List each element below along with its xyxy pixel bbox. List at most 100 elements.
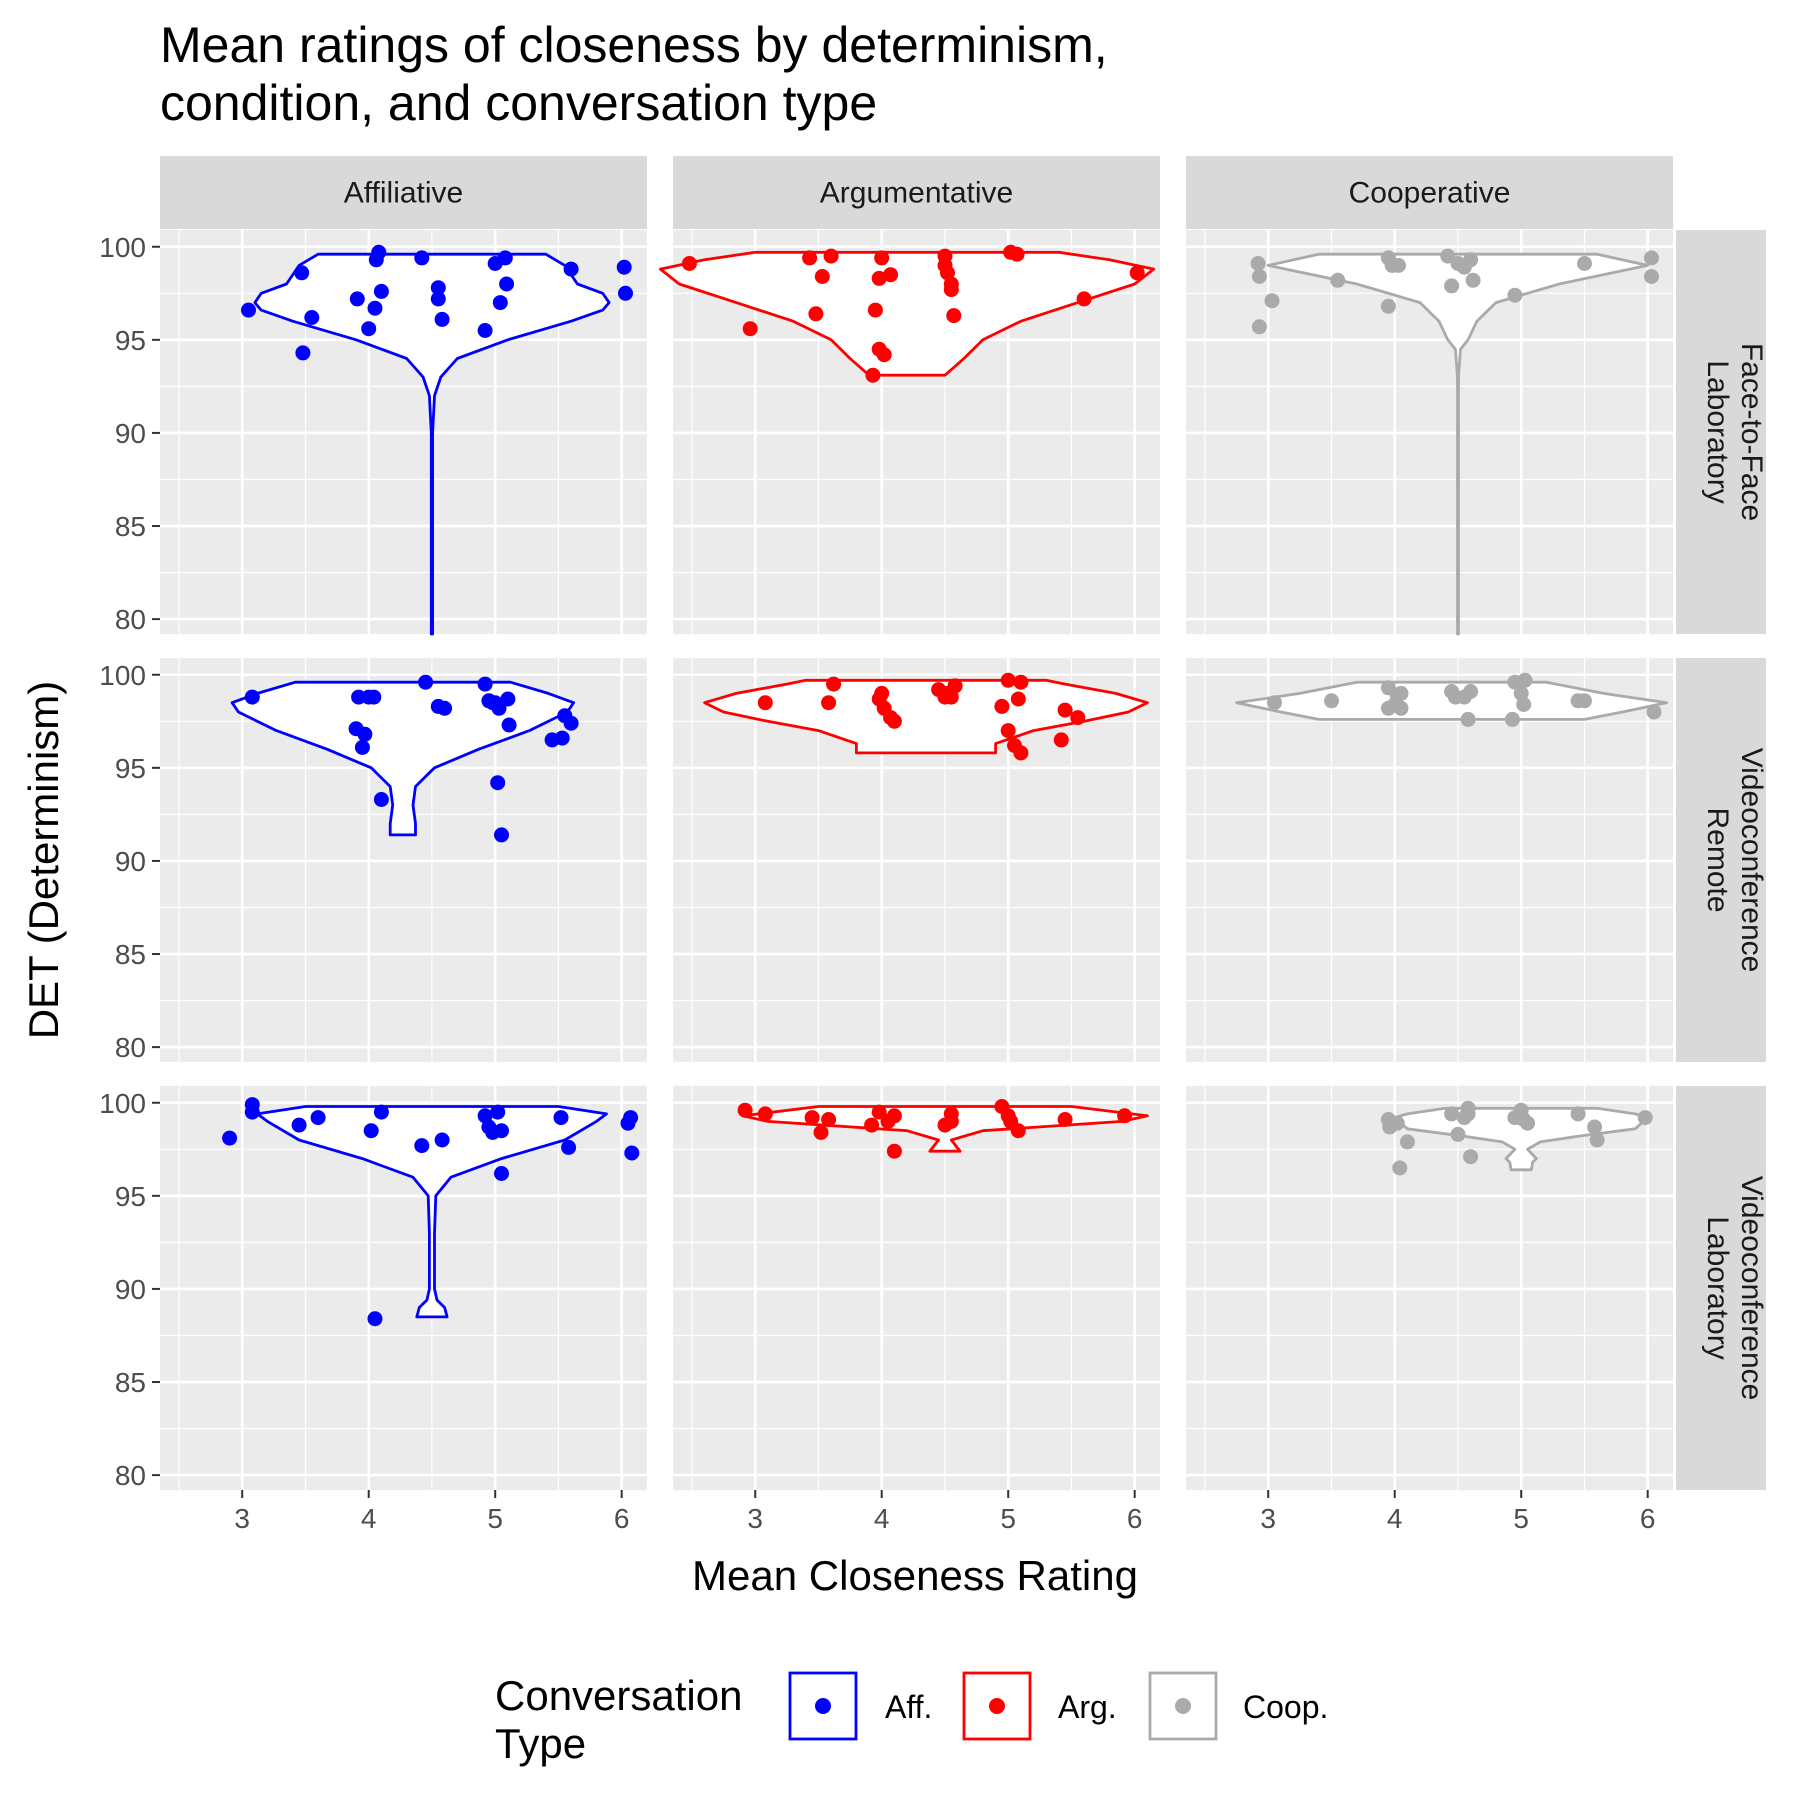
legend-label: Arg. xyxy=(1058,1689,1117,1725)
x-tick-label: 3 xyxy=(234,1503,250,1534)
data-point xyxy=(821,1112,837,1127)
x-tick-label: 5 xyxy=(487,1503,503,1534)
x-tick-label: 3 xyxy=(1260,1503,1276,1534)
strip-row-laboratory-face-to-face: Laboratory Face-to-Face xyxy=(1676,230,1768,634)
data-point xyxy=(491,700,507,716)
data-point xyxy=(1000,723,1016,739)
strip-background xyxy=(1676,1086,1766,1490)
data-point xyxy=(241,302,256,318)
data-point xyxy=(366,689,382,705)
data-point xyxy=(361,321,377,337)
violin-shape xyxy=(230,680,575,837)
data-point xyxy=(490,775,506,791)
data-point xyxy=(865,367,881,383)
strip-label: Laboratory xyxy=(1701,1216,1734,1359)
x-tick-label: 3 xyxy=(747,1503,763,1534)
strip-background xyxy=(1676,230,1766,634)
x-tick-label: 4 xyxy=(1387,1503,1403,1534)
data-point xyxy=(1577,256,1592,271)
legend-title: Conversation xyxy=(495,1672,742,1719)
facet-grid xyxy=(160,230,1673,1490)
panel-2-1 xyxy=(673,1086,1160,1490)
data-point xyxy=(802,250,818,266)
data-point xyxy=(864,1117,880,1133)
data-point xyxy=(244,1097,260,1113)
strip-label: Face-to-Face xyxy=(1735,343,1768,521)
strip-row-remote-videoconference: Remote Videoconference xyxy=(1676,658,1768,1062)
strip-col-cooperative: Cooperative xyxy=(1186,156,1673,229)
data-point xyxy=(883,267,899,283)
data-point xyxy=(373,792,389,807)
data-point xyxy=(1389,1115,1405,1131)
data-point xyxy=(943,282,959,298)
data-point xyxy=(561,1139,577,1155)
data-point xyxy=(874,250,890,266)
data-point xyxy=(1444,278,1460,294)
data-point xyxy=(886,713,902,729)
data-point xyxy=(1129,265,1145,281)
data-point xyxy=(553,1110,569,1126)
legend-key-point xyxy=(815,1698,831,1714)
strip-background xyxy=(1186,156,1673,229)
x-tick-label: 4 xyxy=(874,1503,890,1534)
data-point xyxy=(1070,710,1086,726)
data-point xyxy=(1444,1106,1460,1122)
data-point xyxy=(1009,246,1025,262)
data-point xyxy=(1463,252,1479,268)
data-point xyxy=(1463,1149,1479,1165)
data-point xyxy=(1057,702,1073,718)
data-point xyxy=(867,302,883,318)
data-point xyxy=(1010,1123,1026,1139)
data-point xyxy=(1391,257,1406,273)
y-tick-label: 90 xyxy=(115,846,146,877)
data-point xyxy=(494,827,509,843)
data-point xyxy=(871,270,887,286)
data-point xyxy=(367,1311,383,1327)
data-point xyxy=(477,676,493,692)
data-point xyxy=(1504,711,1520,727)
data-point xyxy=(808,306,824,322)
data-point xyxy=(1393,685,1409,701)
data-point xyxy=(294,265,310,281)
data-point xyxy=(434,1132,450,1148)
panel-1-2 xyxy=(1186,658,1673,1062)
data-point xyxy=(497,250,513,266)
chart-title-line-1: Mean ratings of closeness by determinism… xyxy=(160,17,1108,73)
panel-data-2-1 xyxy=(737,1099,1149,1159)
strip-label: Cooperative xyxy=(1349,177,1511,210)
y-tick-label: 85 xyxy=(115,511,146,542)
data-point xyxy=(500,691,516,707)
legend-title: Type xyxy=(495,1720,586,1767)
y-tick-label: 85 xyxy=(115,1367,146,1398)
data-point xyxy=(501,717,517,733)
data-point xyxy=(492,295,508,311)
x-tick-label: 4 xyxy=(361,1503,377,1534)
data-point xyxy=(363,1123,379,1139)
strip-label: Remote xyxy=(1701,807,1734,912)
data-point xyxy=(1450,1126,1466,1142)
y-tick-label: 100 xyxy=(99,660,146,691)
data-point xyxy=(1380,298,1396,314)
panel-data-0-0 xyxy=(241,244,633,636)
strip-row-laboratory-videoconference: Laboratory Videoconference xyxy=(1676,1086,1768,1490)
data-point xyxy=(1587,1119,1603,1135)
data-point xyxy=(1264,293,1280,309)
data-point xyxy=(1393,700,1409,716)
x-axis-title: Mean Closeness Rating xyxy=(692,1552,1138,1599)
y-axis-title: DET (Determinism) xyxy=(20,681,67,1040)
data-point xyxy=(947,678,963,694)
strip-col-argumentative: Argumentative xyxy=(673,156,1160,229)
data-point xyxy=(1117,1108,1133,1124)
data-point xyxy=(757,695,773,711)
data-point xyxy=(737,1102,753,1118)
data-point xyxy=(1267,695,1282,711)
data-point xyxy=(373,283,389,299)
legend-item-coop: Coop. xyxy=(1148,1671,1328,1741)
legend-item-arg: Arg. xyxy=(962,1671,1117,1741)
data-point xyxy=(886,1108,902,1124)
data-point xyxy=(373,1104,389,1120)
data-point xyxy=(1399,1134,1415,1150)
data-point xyxy=(616,259,632,275)
data-point xyxy=(1053,732,1069,748)
data-point xyxy=(437,700,453,716)
